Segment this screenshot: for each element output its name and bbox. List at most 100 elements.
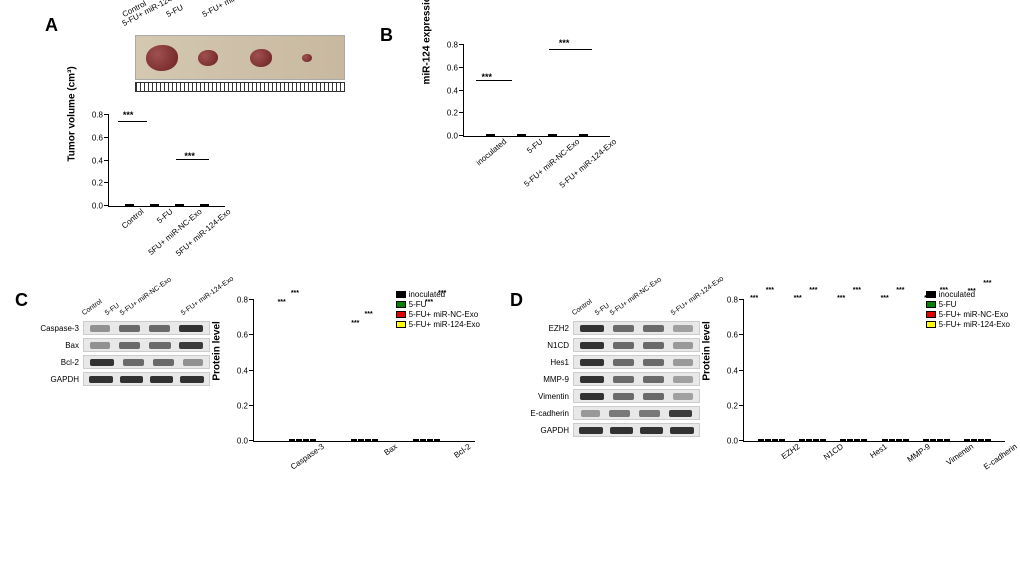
legend-swatch [396,291,406,298]
blot-band [149,325,170,332]
blot-protein-label: Hes1 [525,358,573,367]
panel-a-plot [109,115,225,206]
blot-band [673,325,692,332]
panel-a-tumor-labels: Control5-FU5-FU+ miR-NC-Exo5-FU+ miR-124… [125,10,355,28]
blot-row: Caspase-3 [35,321,210,335]
bar [889,439,895,441]
panel-b-chart: miR-124 expression vs U6 0.00.20.40.60.8… [435,35,615,185]
blot-band [123,359,144,366]
bar [964,439,970,441]
bar [896,439,902,441]
blot-row: Bcl-2 [35,355,210,369]
blot-band [643,376,664,383]
bar [813,439,819,441]
panel-c-label: C [15,290,28,311]
bar [971,439,977,441]
blot-band [179,325,202,332]
blot-protein-label: Caspase-3 [35,324,83,333]
blot-band [643,342,664,349]
tumor-sample [302,54,312,62]
panel-a-ylabel: Tumor volume (cm³) [67,66,78,161]
blot-band [120,376,143,383]
blot-band [89,376,112,383]
blot-protein-label: MMP-9 [525,375,573,384]
bar [372,439,378,441]
bar-group [758,439,785,441]
blot-band [613,342,634,349]
bar [579,134,588,136]
bar [779,439,785,441]
blot-band [153,359,174,366]
blot-band [119,342,140,349]
panel-c-axes: 0.00.20.40.60.8Caspase-3******Bax******B… [253,300,475,442]
bar [365,439,371,441]
blot-protein-label: E-cadherin [525,409,573,418]
blot-band [640,427,663,434]
blot-band [579,427,602,434]
bar [840,439,846,441]
blot-protein-label: N1CD [525,341,573,350]
blot-row: Hes1 [525,355,700,369]
blot-band [670,427,693,434]
blot-protein-label: GAPDH [35,375,83,384]
panel-c-blot: Control5-FU5-FU+ miR-NC-Exo5-FU+ miR-124… [35,310,210,389]
bar [944,439,950,441]
bar [200,204,209,206]
panel-c-chart: Protein level inoculated5-FU5-FU+ miR-NC… [225,290,480,490]
panel-c-plot [254,300,475,441]
blot-protein-label: Bax [35,341,83,350]
bar [358,439,364,441]
blot-band [643,325,664,332]
bar [175,204,184,206]
panel-a-label: A [45,15,58,36]
bar [427,439,433,441]
bar-group [289,439,316,441]
blot-band [673,376,692,383]
panel-b-label: B [380,25,393,46]
bar [486,134,495,136]
bar [351,439,357,441]
blot-band [610,427,633,434]
panel-a-tumor-photo [135,35,345,80]
blot-band [643,359,664,366]
blot-band [580,342,603,349]
panel-d-ylabel: Protein level [702,321,713,380]
blot-band [643,393,664,400]
panel-d-label: D [510,290,523,311]
panel-d-axes: 0.00.20.40.60.8EZH2******N1CD******Hes1*… [743,300,1005,442]
blot-band [149,342,170,349]
panel-b-axes: 0.00.20.40.60.8inoculated5-FU5-FU+ miR-N… [463,45,610,137]
panel-d-chart: Protein level inoculated5-FU5-FU+ miR-NC… [715,290,1010,490]
blot-band [580,325,603,332]
blot-row: MMP-9 [525,372,700,386]
panel-a-chart: Tumor volume (cm³) 0.00.20.40.60.8Contro… [80,105,230,255]
panel-c-ylabel: Protein level [212,321,223,380]
tumor-sample [198,50,218,66]
blot-row: EZH2 [525,321,700,335]
bar [150,204,159,206]
tumor-sample [146,45,178,71]
bar-group [799,439,826,441]
bar [930,439,936,441]
tumor-sample [250,49,272,67]
blot-band [581,410,601,417]
blot-band [613,325,634,332]
bar [413,439,419,441]
blot-band [609,410,630,417]
blot-row: Vimentin [525,389,700,403]
bar [420,439,426,441]
blot-row: Bax [35,338,210,352]
bar [799,439,805,441]
blot-band [119,325,140,332]
blot-band [90,359,113,366]
blot-protein-label: Bcl-2 [35,358,83,367]
bar [125,204,134,206]
bar-group [964,439,991,441]
blot-row: GAPDH [525,423,700,437]
panel-d-plot [744,300,1005,441]
bar [296,439,302,441]
bar [882,439,888,441]
blot-band [580,359,603,366]
panel-b-ylabel: miR-124 expression vs U6 [422,0,433,85]
bar [289,439,295,441]
